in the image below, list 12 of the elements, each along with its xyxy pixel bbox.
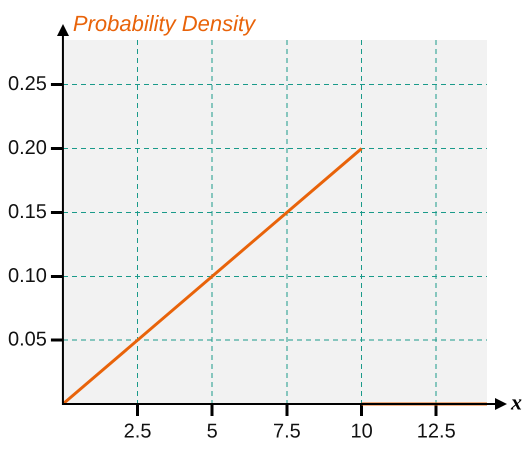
x-tick-label: 10: [350, 420, 373, 443]
y-axis-title: Probability Density: [72, 11, 258, 36]
y-tick-label: 0.25: [8, 73, 47, 96]
x-axis-title: x: [510, 390, 522, 415]
y-tick-label: 0.20: [8, 137, 47, 160]
x-tick-label: 2.5: [124, 420, 152, 443]
y-tick-label: 0.05: [8, 328, 47, 351]
x-tick-label: 5: [206, 420, 218, 443]
y-tick-label: 0.10: [8, 264, 47, 287]
x-tick-label: 12.5: [416, 420, 456, 443]
y-tick-label: 0.15: [8, 200, 47, 223]
x-tick-label: 7.5: [273, 420, 301, 443]
